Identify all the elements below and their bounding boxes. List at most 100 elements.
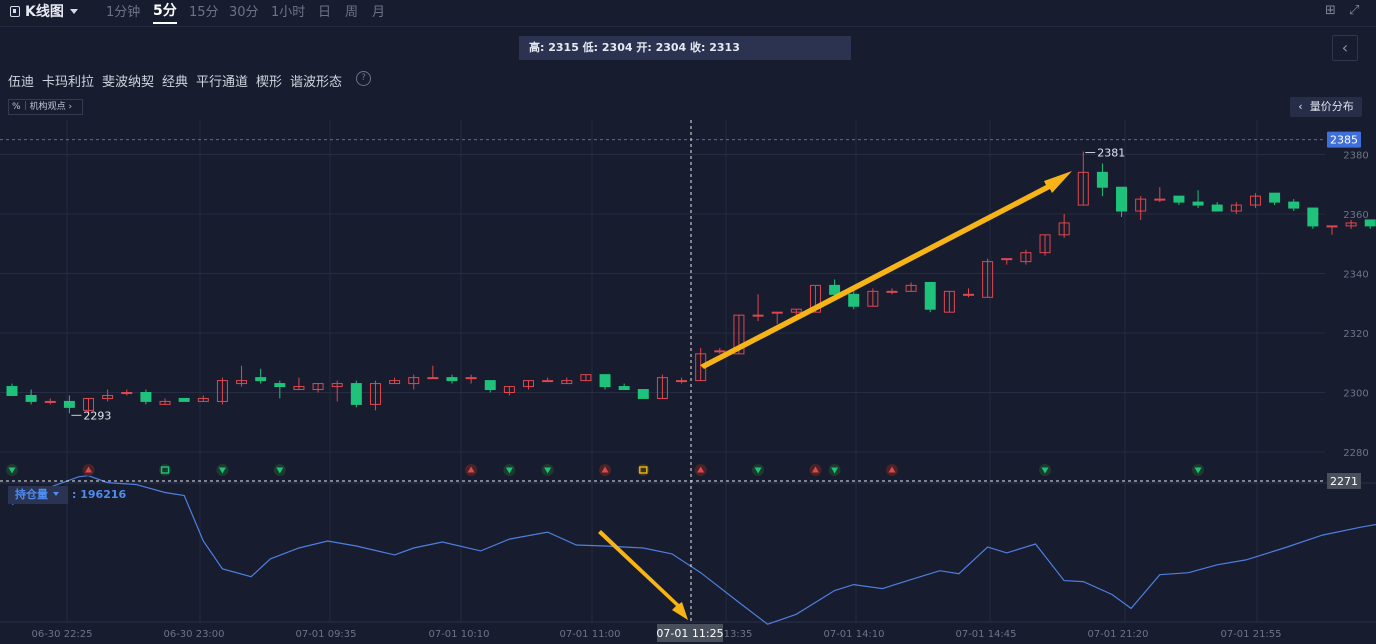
collapse-panel-button[interactable]: ‹: [1332, 35, 1358, 61]
candle-body-31: [599, 374, 611, 388]
candle-48: [924, 281, 936, 313]
top-toolbar: K线图 1分钟 5分 15分 30分 1小时 日 周 月 ⊞ ⤢: [0, 0, 1376, 27]
candle-71: [1364, 219, 1376, 229]
institution-view-toggle[interactable]: % 机构观点 ›: [8, 99, 83, 115]
pattern-wedge[interactable]: 楔形: [256, 75, 283, 90]
candle-53: [1020, 249, 1032, 265]
candle-39: [752, 294, 764, 322]
candle-body-23: [446, 377, 458, 382]
candle-body-11: [216, 380, 228, 402]
help-icon[interactable]: ?: [356, 71, 371, 86]
candle-11: [216, 377, 228, 405]
candle-body-2: [44, 400, 56, 403]
candle-10: [197, 395, 209, 402]
candle-54: [1039, 234, 1051, 256]
chart-type-selector[interactable]: K线图: [10, 1, 78, 21]
candle-23: [446, 374, 458, 384]
signal-marker-glyph-15: [1041, 467, 1049, 474]
signal-marker-glyph-7: [544, 467, 552, 474]
candle-body-59: [1135, 198, 1147, 212]
layout-grid-icon[interactable]: ⊞: [1325, 3, 1336, 18]
current-price-label: 2385: [1330, 134, 1358, 147]
open-interest-selector[interactable]: 持仓量: [8, 486, 68, 504]
candle-body-57: [1096, 171, 1108, 188]
tab-timeframe-week[interactable]: 周: [345, 5, 359, 20]
candle-body-45: [867, 290, 879, 307]
candle-body-13: [255, 377, 267, 382]
candle-body-29: [561, 380, 573, 385]
candle-41: [790, 308, 802, 316]
signal-marker-3: [216, 464, 229, 476]
candle-body-28: [542, 380, 554, 383]
signal-marker-8: [599, 464, 612, 476]
candle-9: [178, 397, 190, 402]
candle-1: [25, 389, 37, 405]
candle-37: [714, 347, 726, 354]
candle-56: [1077, 151, 1089, 206]
signal-marker-6: [503, 464, 516, 476]
low-annotation: 2293: [83, 409, 111, 422]
candle-32: [618, 383, 630, 391]
tab-timeframe-5min[interactable]: 5分: [153, 0, 177, 24]
pattern-parallel-channel[interactable]: 平行通道: [196, 75, 249, 90]
candle-body-21: [408, 377, 420, 385]
candle-body-50: [963, 293, 974, 296]
signal-marker-glyph-9: [639, 466, 648, 474]
candle-body-22: [427, 377, 439, 380]
candle-body-62: [1192, 201, 1204, 206]
candle-20: [389, 377, 401, 385]
candle-body-19: [369, 383, 381, 405]
signal-marker-15: [1039, 464, 1052, 476]
candle-body-48: [924, 281, 936, 310]
candle-body-18: [350, 383, 362, 405]
candle-61: [1173, 195, 1185, 206]
signal-marker-glyph-13: [831, 467, 839, 474]
signal-marker-13: [828, 464, 841, 476]
trend-arrow-annotation: [700, 171, 1072, 369]
candle-29: [561, 377, 573, 385]
candle-57: [1096, 163, 1108, 197]
signal-marker-7: [541, 464, 554, 476]
signal-marker-5: [465, 464, 478, 476]
tab-timeframe-month[interactable]: 月: [372, 5, 386, 20]
candle-body-15: [293, 386, 305, 391]
tab-timeframe-day[interactable]: 日: [318, 5, 332, 20]
y-tick-label-2320: 2320: [1343, 329, 1368, 340]
candle-5: [102, 389, 114, 402]
candle-body-0: [6, 386, 18, 396]
candle-64: [1230, 202, 1242, 214]
pattern-fibonacci[interactable]: 斐波纳契: [102, 75, 155, 90]
candle-70: [1345, 219, 1357, 229]
candle-body-7: [140, 392, 152, 402]
candle-51: [982, 258, 994, 298]
signal-marker-glyph-4: [276, 467, 284, 474]
candle-body-10: [197, 397, 209, 402]
pattern-camarilla[interactable]: 卡玛利拉: [42, 75, 95, 90]
candle-body-58: [1116, 186, 1128, 212]
candle-body-55: [1058, 222, 1070, 236]
signal-marker-bg-9: [637, 464, 650, 476]
chevron-left-icon: ‹: [1341, 38, 1349, 57]
signal-marker-glyph-12: [811, 466, 819, 473]
y-tick-label-2340: 2340: [1343, 270, 1368, 281]
candle-21: [408, 374, 420, 390]
fullscreen-icon[interactable]: ⤢: [1349, 3, 1360, 18]
pattern-woodie[interactable]: 伍迪: [8, 75, 35, 90]
tab-timeframe-15min[interactable]: 15分: [189, 5, 219, 20]
signal-marker-9: [637, 464, 650, 476]
candle-15: [293, 377, 305, 391]
volume-profile-button[interactable]: ‹ 量价分布: [1290, 97, 1362, 117]
candle-body-52: [1001, 258, 1013, 261]
tab-timeframe-30min[interactable]: 30分: [229, 5, 259, 20]
x-tick-label-6: 07-01 14:10: [823, 629, 884, 640]
pattern-harmonic[interactable]: 谐波形态: [290, 75, 343, 90]
x-tick-label-1: 06-30 23:00: [163, 629, 224, 640]
candle-60: [1154, 187, 1166, 203]
pattern-classic[interactable]: 经典: [162, 75, 189, 90]
candle-49: [943, 290, 955, 313]
tab-timeframe-1min[interactable]: 1分钟: [106, 5, 141, 20]
candle-45: [867, 288, 879, 307]
candle-body-39: [752, 314, 764, 317]
tab-timeframe-1hour[interactable]: 1小时: [271, 5, 306, 20]
